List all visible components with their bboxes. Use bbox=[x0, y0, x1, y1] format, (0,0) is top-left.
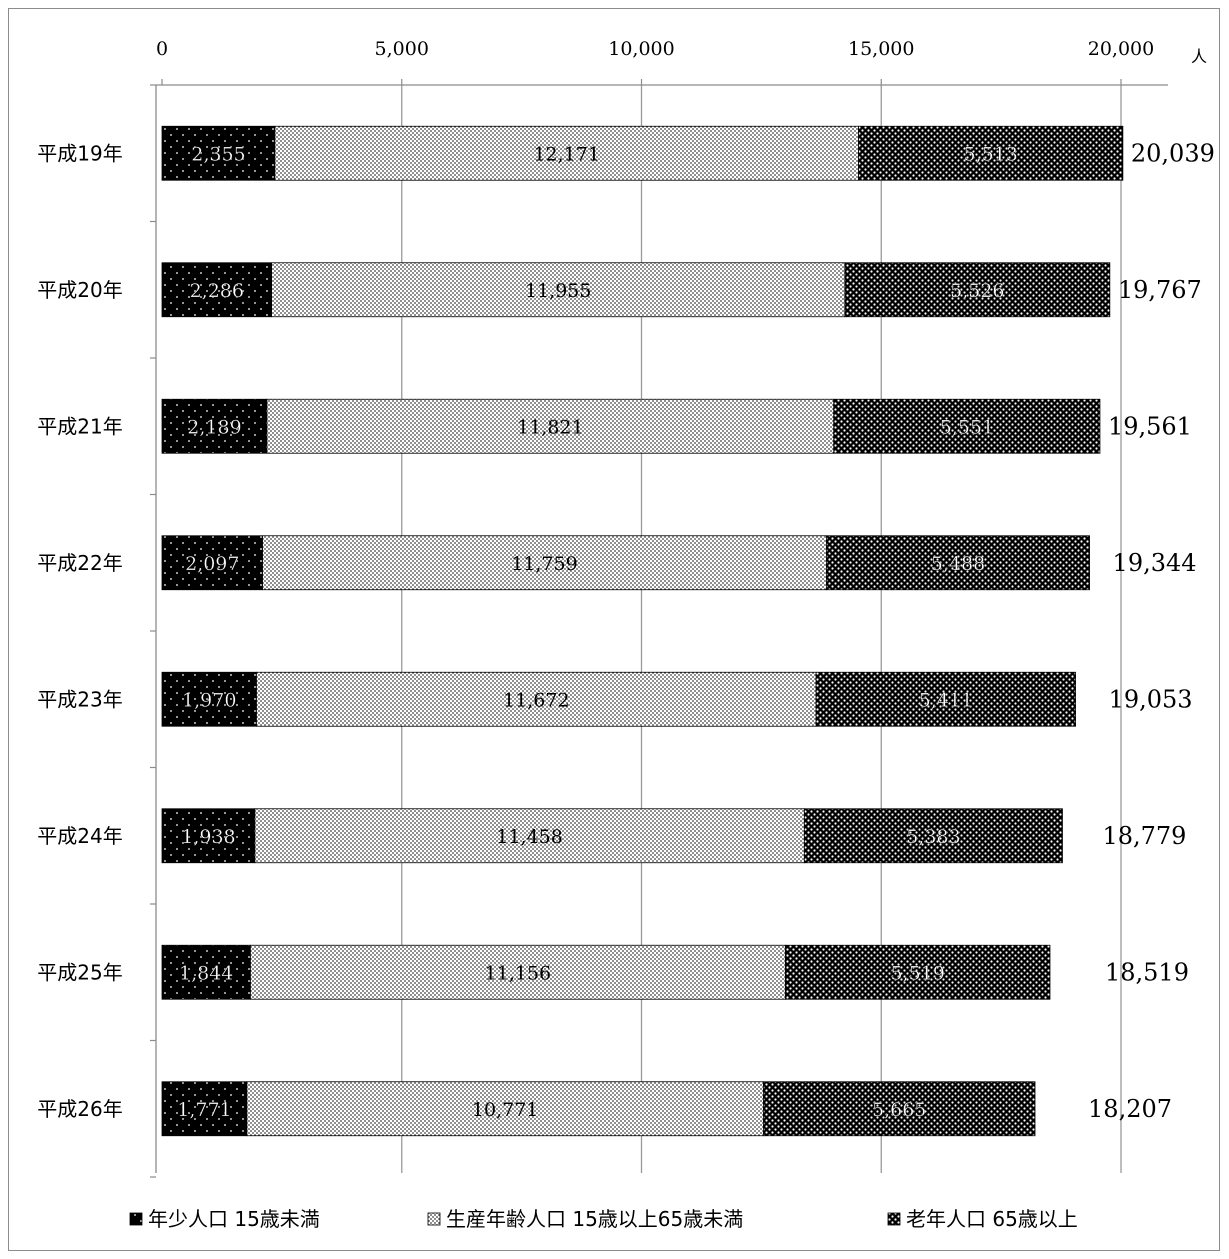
x-tick-label: 10,000 bbox=[608, 38, 674, 60]
category-label: 平成19年 bbox=[37, 141, 122, 165]
total-label: 20,039 bbox=[1131, 139, 1215, 167]
total-label: 19,767 bbox=[1118, 276, 1202, 304]
data-label: 2,097 bbox=[185, 553, 239, 575]
total-label: 18,207 bbox=[1088, 1095, 1172, 1123]
data-label: 5,411 bbox=[919, 689, 973, 711]
total-label: 19,561 bbox=[1108, 412, 1192, 440]
data-label: 1,771 bbox=[177, 1099, 231, 1121]
data-label: 11,672 bbox=[503, 689, 569, 711]
legend-swatch bbox=[427, 1212, 441, 1226]
category-label: 平成26年 bbox=[37, 1097, 122, 1121]
legend: 年少人口 15歳未満 生産年齢人口 15歳以上65歳未満 老年人口 65歳以上 bbox=[129, 1207, 1078, 1231]
total-label: 18,779 bbox=[1102, 822, 1186, 850]
category-label: 平成21年 bbox=[37, 414, 122, 438]
data-label: 5,488 bbox=[931, 553, 985, 575]
total-label: 19,053 bbox=[1109, 685, 1193, 713]
x-tick-label: 5,000 bbox=[375, 38, 429, 60]
bar-segment bbox=[844, 262, 1111, 318]
bar-segment bbox=[250, 944, 786, 1000]
gridlines bbox=[401, 85, 1122, 1173]
data-label: 5,526 bbox=[950, 280, 1004, 302]
bar-segment bbox=[256, 671, 817, 727]
bar-segment bbox=[161, 535, 263, 591]
bar-segment bbox=[161, 808, 256, 864]
category-label: 平成20年 bbox=[37, 278, 122, 302]
category-label: 平成25年 bbox=[37, 960, 122, 984]
legend-swatch bbox=[129, 1212, 143, 1226]
legend-label: 生産年齢人口 15歳以上65歳未満 bbox=[446, 1207, 743, 1231]
bar-segment bbox=[254, 808, 805, 864]
data-label: 5,513 bbox=[963, 143, 1017, 165]
bar-segment bbox=[161, 671, 257, 727]
data-label: 11,458 bbox=[496, 826, 562, 848]
data-label: 5,519 bbox=[890, 962, 944, 984]
data-label: 11,759 bbox=[511, 553, 577, 575]
legend-label: 年少人口 15歳未満 bbox=[148, 1207, 320, 1231]
axes: 0 5,000 10,000 15,000 20,000 人 bbox=[150, 38, 1207, 1178]
bar-segment bbox=[833, 398, 1101, 454]
data-label: 12,171 bbox=[533, 143, 599, 165]
total-label: 19,344 bbox=[1113, 549, 1197, 577]
bar-segment bbox=[803, 808, 1063, 864]
data-label: 11,821 bbox=[517, 416, 583, 438]
x-unit-label: 人 bbox=[1191, 47, 1207, 66]
data-label: 5,551 bbox=[940, 416, 994, 438]
bar-segment bbox=[161, 262, 273, 318]
chart-frame bbox=[8, 8, 1220, 1251]
bar-segment bbox=[161, 944, 251, 1000]
data-label: 2,286 bbox=[190, 280, 244, 302]
bar-segment bbox=[161, 398, 268, 454]
labels: 平成19年 2,355 12,171 5,513 20,039 平成20年 2,286 11,… bbox=[37, 139, 1215, 1123]
bar-segment bbox=[762, 1081, 1036, 1137]
legend-label: 老年人口 65歳以上 bbox=[906, 1207, 1078, 1231]
data-label: 10,771 bbox=[472, 1099, 538, 1121]
data-label: 5,383 bbox=[906, 826, 960, 848]
category-label: 平成24年 bbox=[37, 824, 122, 848]
legend-swatch bbox=[887, 1212, 901, 1226]
bar-segment bbox=[815, 671, 1076, 727]
bar-segment bbox=[262, 535, 827, 591]
bar-segment bbox=[271, 262, 846, 318]
data-label: 1,938 bbox=[181, 826, 235, 848]
bar-segment bbox=[784, 944, 1051, 1000]
x-tick-label: 15,000 bbox=[848, 38, 914, 60]
data-label: 11,955 bbox=[525, 280, 591, 302]
bar-segment bbox=[161, 125, 276, 181]
category-label: 平成23年 bbox=[37, 687, 122, 711]
data-label: 5,665 bbox=[872, 1099, 926, 1121]
bar-segment bbox=[274, 125, 859, 181]
data-label: 2,355 bbox=[191, 143, 245, 165]
data-label: 1,844 bbox=[179, 962, 233, 984]
x-tick-label: 0 bbox=[156, 38, 168, 60]
bar-segment bbox=[161, 1081, 248, 1137]
data-label: 11,156 bbox=[485, 962, 551, 984]
bar-segment bbox=[858, 125, 1124, 181]
data-label: 2,189 bbox=[187, 416, 241, 438]
category-label: 平成22年 bbox=[37, 551, 122, 575]
bar-segment bbox=[825, 535, 1090, 591]
total-label: 18,519 bbox=[1105, 958, 1189, 986]
data-label: 1,970 bbox=[182, 689, 236, 711]
x-tick-label: 20,000 bbox=[1088, 38, 1154, 60]
bar-segment bbox=[266, 398, 835, 454]
bars bbox=[161, 125, 1124, 1137]
